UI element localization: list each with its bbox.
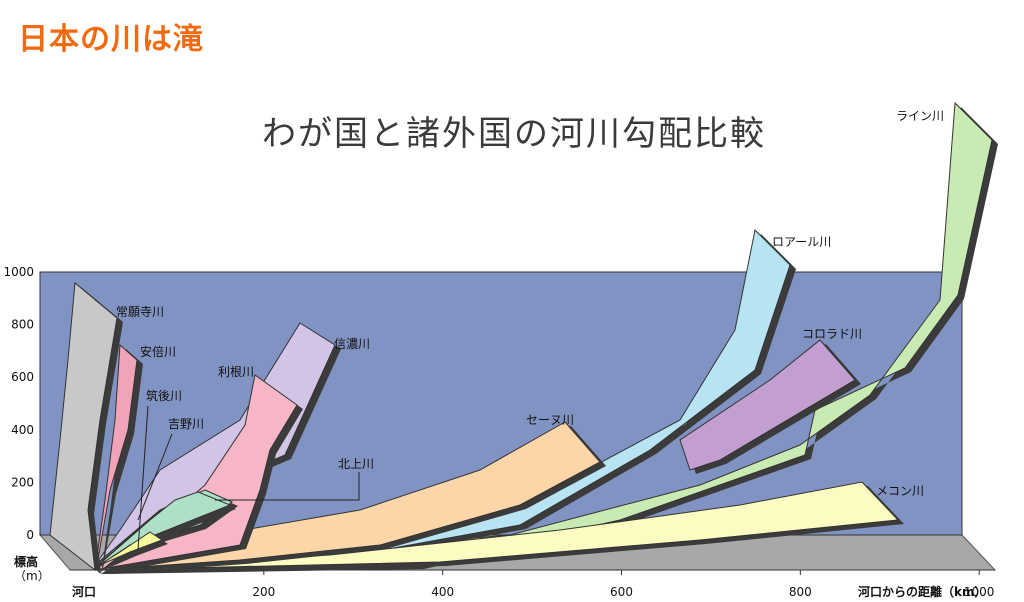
y-tick-label: 200 xyxy=(11,475,34,489)
series-label: 信濃川 xyxy=(334,337,370,351)
series-label: 北上川 xyxy=(338,457,374,471)
label-leader-line xyxy=(137,433,173,521)
series-label: セーヌ川 xyxy=(526,413,574,427)
label-leader-line xyxy=(215,472,360,501)
x-tick-label: 600 xyxy=(610,585,633,599)
x-origin-label: 河口 xyxy=(71,584,96,599)
series-label: 安倍川 xyxy=(140,344,176,359)
chart-title: わが国と諸外国の河川勾配比較 xyxy=(262,114,766,154)
series-label: ライン川 xyxy=(896,109,944,123)
x-tick-label: 400 xyxy=(431,585,454,599)
y-tick-label: 800 xyxy=(11,318,34,332)
river-ribbon xyxy=(94,531,164,569)
series-label: 常願寺川 xyxy=(116,305,164,319)
x-axis-label: 河口からの距離（km） xyxy=(857,584,987,599)
x-tick-label: 200 xyxy=(252,585,275,599)
river-ribbon-shadow xyxy=(101,349,143,574)
x-tick-label: 800 xyxy=(789,585,812,599)
river-ribbon-shadow xyxy=(101,536,168,572)
river-ribbon xyxy=(94,374,298,571)
river-ribbon xyxy=(94,322,336,566)
y-tick-label: 0 xyxy=(26,528,34,542)
series-label: コロラド川 xyxy=(802,327,862,341)
x-tick-label: 1000 xyxy=(964,585,995,599)
river-ribbon xyxy=(49,282,118,572)
series-label: 吉野川 xyxy=(168,417,204,431)
x-tick-group: 200 400 600 800 1000 xyxy=(252,570,994,599)
y-tick-label: 1000 xyxy=(3,265,34,279)
leader-lines xyxy=(137,405,360,551)
river-ribbon xyxy=(94,421,601,571)
river-ribbons xyxy=(49,101,998,574)
y-axis-label: 標高（m） xyxy=(14,554,50,583)
series-label: メコン川 xyxy=(876,484,924,498)
series-label: ロアール川 xyxy=(772,235,831,249)
y-tick-label: 400 xyxy=(11,423,34,437)
y-tick-label: 600 xyxy=(11,370,34,384)
series-label: 利根川 xyxy=(218,365,254,379)
page-title: 日本の川は滝 xyxy=(18,22,204,57)
label-leader-line xyxy=(137,405,149,551)
series-label: 筑後川 xyxy=(146,388,182,403)
river-ribbon xyxy=(679,339,856,471)
y-tick-group: 0 200 400 600 800 1000 xyxy=(3,265,34,542)
